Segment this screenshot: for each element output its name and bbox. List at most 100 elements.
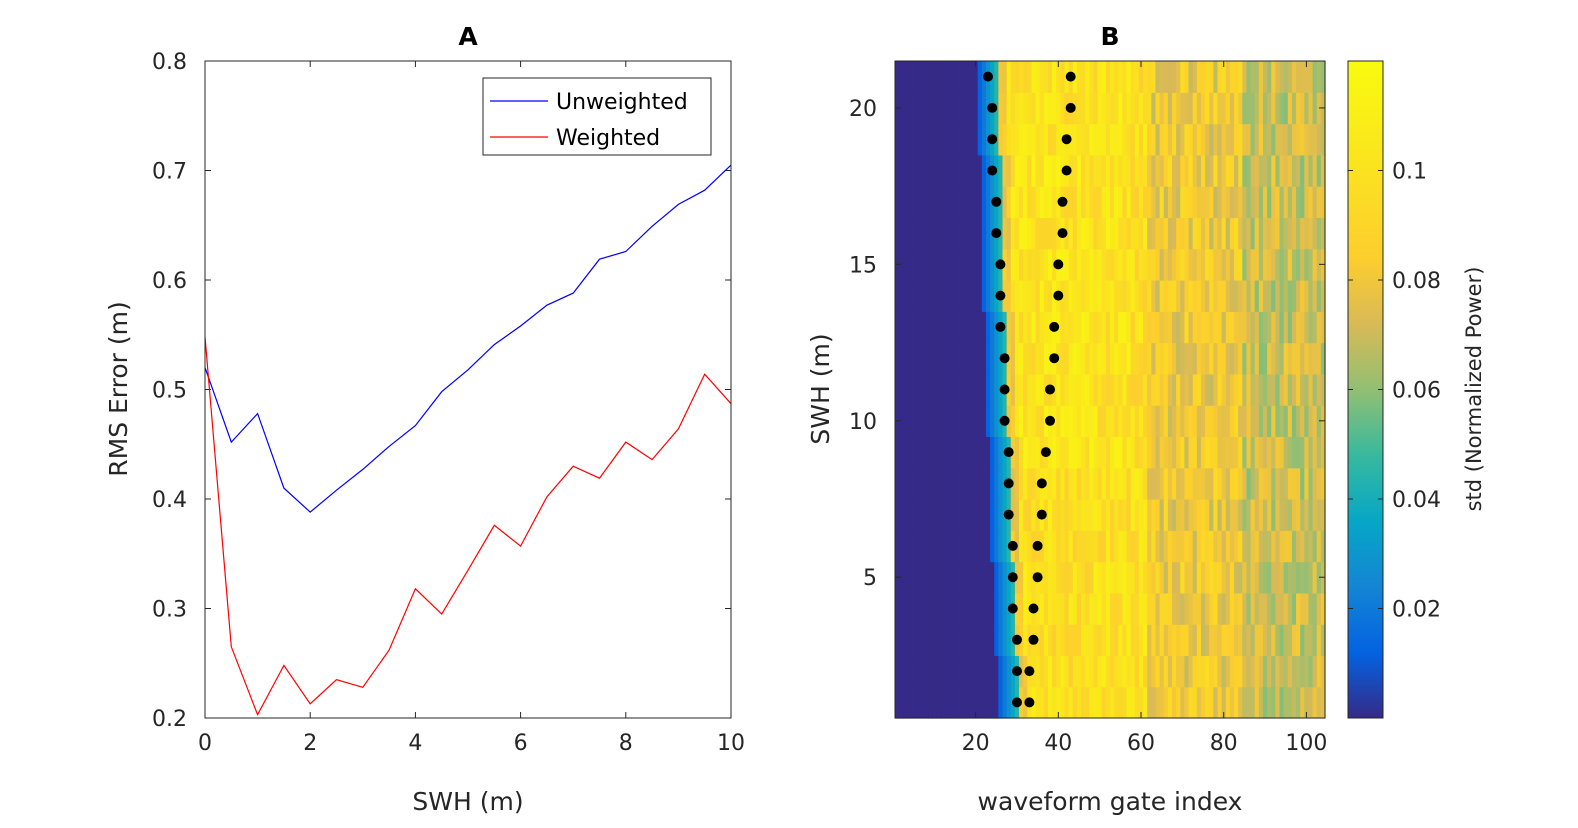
marker-left (991, 228, 1002, 239)
heatmap-cell (944, 436, 950, 469)
heatmap-cell (1287, 154, 1293, 187)
heatmap-cell (1019, 405, 1024, 438)
heatmap-cell (994, 686, 999, 719)
heatmap-cell (1312, 311, 1318, 344)
heatmap-cell (1196, 186, 1202, 219)
marker-left (1007, 572, 1018, 583)
heatmap-cell (1316, 154, 1322, 187)
heatmap-cell (948, 342, 954, 375)
heatmap-cell (998, 499, 1004, 531)
heatmap-cell (981, 186, 987, 219)
heatmap-cell (1287, 499, 1293, 531)
heatmap-cell (1279, 561, 1285, 594)
heatmap-cell (1234, 123, 1239, 156)
heatmap-cell (1188, 248, 1194, 281)
heatmap-cell (1312, 248, 1318, 281)
heatmap-cell (1035, 686, 1041, 719)
heatmap-cell (1130, 499, 1136, 531)
heatmap-cell (932, 686, 937, 719)
heatmap-cell (985, 405, 991, 438)
heatmap-cell (1105, 248, 1111, 281)
heatmap-cell (1229, 373, 1235, 406)
heatmap-cell (1151, 592, 1157, 625)
heatmap-cell (1238, 342, 1243, 375)
heatmap-cell (1114, 280, 1119, 312)
marker-right (1061, 165, 1072, 176)
heatmap-cell (973, 154, 979, 187)
heatmap-cell (1316, 373, 1322, 406)
heatmap-cell (1221, 655, 1227, 688)
x-tick-label: 4 (408, 731, 422, 756)
heatmap-cell (932, 123, 937, 156)
heatmap-cell (895, 123, 900, 156)
heatmap-cell (1151, 248, 1157, 281)
heatmap-cell (1291, 655, 1297, 688)
heatmap-cell (1225, 342, 1231, 375)
heatmap-cell (1192, 248, 1198, 281)
heatmap-cell (1250, 530, 1256, 563)
heatmap-cell (1072, 248, 1078, 281)
heatmap-cell (1229, 499, 1235, 531)
heatmap-cell (928, 405, 933, 438)
heatmap-cell (1246, 405, 1252, 438)
heatmap-cell (911, 592, 917, 625)
heatmap-cell (1234, 624, 1239, 657)
heatmap-cell (1064, 373, 1070, 406)
heatmap-cell (981, 405, 987, 438)
heatmap-cell (1085, 624, 1090, 657)
heatmap-cell (1234, 592, 1239, 625)
heatmap-cell (1122, 342, 1128, 375)
heatmap-cell (915, 154, 921, 187)
heatmap-cell (1118, 499, 1123, 531)
heatmap-cell (985, 373, 991, 406)
heatmap-cell (1068, 561, 1074, 594)
heatmap-cell (1060, 499, 1066, 531)
heatmap-cell (1188, 530, 1194, 563)
heatmap-cell (1101, 624, 1107, 657)
heatmap-cell (1110, 342, 1115, 375)
heatmap-cell (944, 624, 950, 657)
heatmap-cell (1254, 624, 1260, 657)
heatmap-cell (1221, 561, 1227, 594)
heatmap-cell (928, 123, 933, 156)
heatmap-cell (940, 561, 946, 594)
heatmap-cell (1089, 61, 1095, 93)
heatmap-cell (1076, 592, 1082, 625)
heatmap-cell (1234, 61, 1239, 93)
heatmap-cell (981, 154, 987, 187)
heatmap-cell (1271, 311, 1276, 344)
heatmap-cell (1097, 186, 1103, 219)
panel-a-title: A (458, 22, 478, 51)
heatmap-cell (899, 154, 904, 187)
heatmap-cell (1138, 686, 1144, 719)
heatmap-cell (1209, 186, 1214, 219)
heatmap-cell (1147, 248, 1152, 281)
heatmap-cell (1085, 530, 1090, 563)
heatmap-cell (1105, 186, 1111, 219)
heatmap-cell (1180, 92, 1186, 125)
heatmap-cell (911, 686, 917, 719)
heatmap-cell (944, 655, 950, 688)
legend-label-unweighted: Unweighted (556, 90, 688, 115)
heatmap-cell (1076, 280, 1082, 312)
heatmap-cell (1138, 186, 1144, 219)
heatmap-cell (944, 373, 950, 406)
colorbar-tick-label: 0.08 (1392, 269, 1441, 294)
heatmap-cell (1097, 467, 1103, 500)
heatmap-cell (1072, 373, 1078, 406)
heatmap-cell (1180, 342, 1186, 375)
heatmap-cell (1056, 467, 1061, 500)
heatmap-cell (1035, 123, 1041, 156)
heatmap-cell (936, 217, 942, 250)
heatmap-cell (957, 61, 962, 93)
heatmap-cell (1184, 530, 1190, 563)
heatmap-cell (952, 280, 958, 312)
heatmap-cell (919, 217, 925, 250)
heatmap-cell (1283, 342, 1289, 375)
heatmap-cell (1209, 655, 1214, 688)
heatmap-cell (1229, 311, 1235, 344)
heatmap-cell (1246, 154, 1252, 187)
heatmap-cell (1200, 530, 1206, 563)
heatmap-cell (1031, 405, 1037, 438)
marker-left (995, 321, 1006, 332)
